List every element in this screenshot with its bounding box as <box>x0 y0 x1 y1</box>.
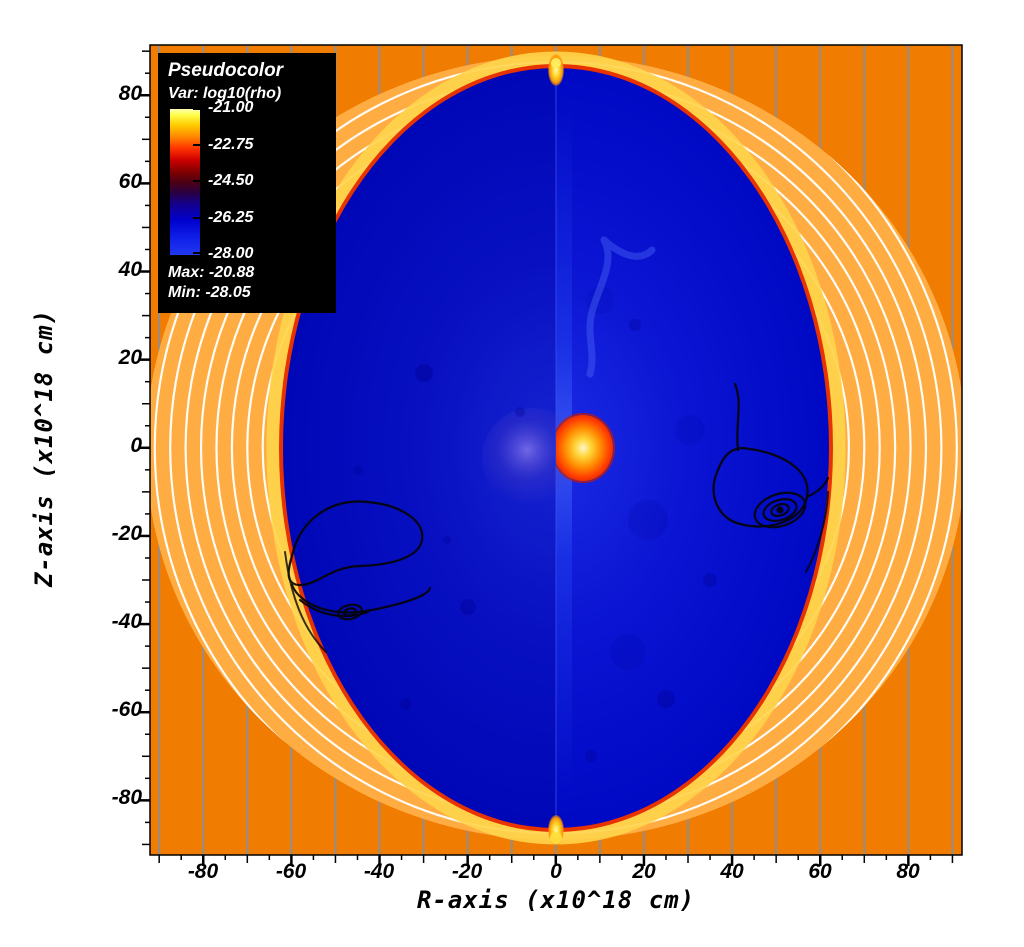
colorbar-tick <box>193 252 200 254</box>
x-tick-label: 80 <box>896 860 920 883</box>
colorbar-tick-label: -24.50 <box>208 172 254 189</box>
light-wisps <box>586 236 656 378</box>
legend-colorbar-labels: -21.00 -22.75 -24.50 -26.25 -28.00 <box>208 99 328 262</box>
colorbar-tick-label: -26.25 <box>208 209 254 226</box>
bottom-polar-knot-core <box>550 832 562 844</box>
y-tick-label: 60 <box>118 170 142 193</box>
x-tick-label: 20 <box>632 860 656 883</box>
y-tick-label: -40 <box>111 610 142 633</box>
colorbar-tick <box>193 217 200 219</box>
field-arc <box>153 56 958 840</box>
x-tick-label: -60 <box>275 860 307 883</box>
x-tick-label: 60 <box>808 860 832 883</box>
x-tick-label: 40 <box>720 860 744 883</box>
x-tick-label: -80 <box>187 860 219 883</box>
colorbar-tick <box>193 108 200 110</box>
central-source <box>556 415 613 481</box>
vortex-contours <box>284 382 830 653</box>
central-source-ring <box>556 413 615 483</box>
x-tick-label: 0 <box>550 860 562 883</box>
y-axis-title: Z-axis (x10^18 cm) <box>30 308 58 588</box>
colorbar-tick-label: -22.75 <box>208 136 254 153</box>
legend-colorbar-area: -21.00 -22.75 -24.50 -26.25 -28.00 <box>168 99 328 262</box>
y-tick-label: -60 <box>111 698 142 721</box>
legend-colorbar <box>170 108 200 255</box>
top-polar-knot-core <box>551 58 561 68</box>
y-tick-label: -20 <box>111 522 142 545</box>
colorbar-tick-label: -21.00 <box>208 99 254 116</box>
dark-blobs <box>353 286 717 762</box>
colorbar-tick-label: -28.00 <box>208 245 254 262</box>
legend-max-label: Max: -20.88 <box>168 264 255 281</box>
legend-var-label: Var: log10(rho) <box>168 85 282 102</box>
y-tick-label: 20 <box>118 346 142 369</box>
axis-ticks <box>139 50 954 866</box>
legend-title: Pseudocolor <box>168 60 284 81</box>
colorbar-tick <box>193 144 200 146</box>
y-tick-label: 40 <box>118 258 142 281</box>
x-tick-label: -40 <box>363 860 395 883</box>
y-tick-label: 0 <box>130 434 142 457</box>
legend: Pseudocolor Var: log10(rho) -21.00 -22.7… <box>158 53 336 313</box>
y-tick-label: -80 <box>111 786 142 809</box>
legend-min-label: Min: -28.05 <box>168 284 251 301</box>
y-tick-label: 80 <box>118 82 142 105</box>
x-tick-label: -20 <box>451 860 483 883</box>
x-axis-title: R-axis (x10^18 cm) <box>416 886 696 914</box>
colorbar-tick <box>193 180 200 182</box>
